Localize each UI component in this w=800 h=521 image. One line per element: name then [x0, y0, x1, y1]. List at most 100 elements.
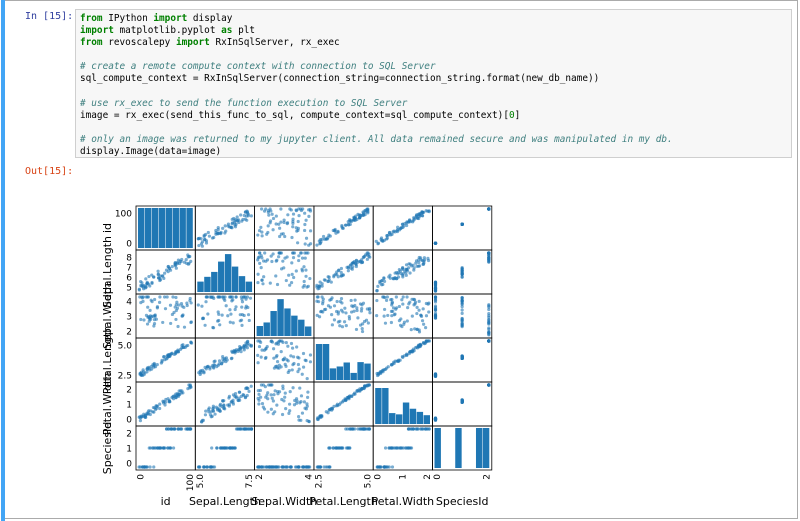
scatter-dot	[317, 465, 321, 469]
code-editor[interactable]: from IPython import display import matplo…	[75, 9, 792, 158]
scatter-dot	[234, 348, 239, 352]
scatter-dot	[265, 232, 269, 236]
scatter-dot	[286, 344, 290, 348]
scatter-dot	[146, 305, 150, 309]
scatter-dot	[261, 383, 266, 387]
scatter-dot	[360, 387, 364, 391]
scatter-dot	[326, 304, 331, 308]
scatter-dot	[416, 344, 421, 348]
scatter-dot	[158, 402, 162, 406]
scatter-dot	[207, 410, 211, 414]
scatter-dot	[321, 234, 326, 239]
scatter-dot	[349, 219, 353, 224]
scatter-dot	[427, 310, 431, 314]
scatter-dot	[360, 306, 364, 311]
scatter-dot	[433, 418, 438, 422]
scatter-dot	[419, 314, 424, 318]
scatter-dot	[354, 261, 358, 265]
scatter-dot	[218, 323, 222, 327]
y-tick-label: 3	[126, 313, 132, 323]
scatter-dot	[389, 320, 394, 325]
scatter-dot	[427, 210, 431, 214]
scatter-dot	[266, 410, 270, 414]
scatter-dot	[487, 317, 491, 322]
scatter-dot	[390, 314, 394, 318]
scatter-dot	[405, 267, 409, 272]
scatter-dot	[279, 220, 283, 224]
scatter-dot	[287, 273, 291, 277]
hist-bar	[322, 344, 330, 380]
hist-bar	[270, 311, 277, 336]
scatter-dot	[335, 309, 339, 314]
scatter-dot	[226, 314, 230, 318]
scatter-dot	[299, 394, 304, 398]
scatter-dot	[273, 465, 277, 469]
scatter-dot	[210, 446, 214, 450]
scatter-dot	[230, 222, 234, 226]
scatter-dot	[289, 341, 294, 346]
hist-bar	[224, 254, 232, 292]
scatter-dot	[249, 384, 253, 388]
column-label: Sepal.Length	[189, 495, 261, 508]
x-tick-label: 4	[304, 474, 314, 480]
scatter-dot	[421, 341, 426, 345]
scatter-dot	[238, 319, 242, 323]
scatter-dot	[167, 354, 171, 358]
scatter-dot	[187, 255, 191, 259]
hist-bar	[482, 428, 490, 468]
scatter-dot	[176, 392, 180, 396]
scatter-dot	[375, 314, 379, 318]
scatter-dot	[307, 208, 311, 212]
scatter-dot	[265, 258, 270, 262]
row-label: id	[101, 223, 114, 233]
scatter-dot	[355, 306, 359, 310]
scatter-dot	[175, 300, 179, 304]
scatter-dot	[360, 327, 364, 331]
scatter-dot	[367, 383, 371, 387]
scatter-dot	[270, 212, 274, 216]
code-token: plt	[232, 25, 255, 37]
x-tick-label: 5.0	[364, 474, 374, 489]
scatter-dot	[358, 215, 362, 220]
scatter-dot	[287, 402, 292, 406]
scatter-dot	[240, 300, 245, 304]
scatter-dot	[234, 295, 238, 299]
scatter-dot	[332, 318, 337, 322]
scatter-dot	[330, 323, 334, 327]
hist-bar	[402, 402, 410, 424]
scatter-dot	[296, 355, 300, 359]
scatter-dot	[234, 427, 239, 431]
scatter-dot	[328, 407, 332, 412]
scatter-dot	[304, 274, 308, 278]
scatter-dot	[153, 446, 158, 450]
hist-bar	[277, 299, 284, 336]
scatter-dot	[460, 222, 464, 226]
scatter-dot	[291, 386, 295, 390]
scatter-dot	[411, 220, 415, 224]
scatter-dot	[277, 222, 281, 226]
hist-bar	[165, 208, 173, 248]
scatter-dot	[304, 359, 308, 363]
scatter-dot	[460, 308, 464, 312]
scatter-dot	[243, 217, 247, 221]
scatter-dot	[398, 269, 402, 273]
code-token: ]	[514, 109, 521, 121]
scatter-dot	[334, 446, 338, 450]
scatter-dot	[404, 271, 408, 275]
scatter-dot	[186, 387, 190, 391]
scatter-dot	[289, 354, 293, 358]
scatter-dot	[303, 242, 307, 246]
scatter-dot	[397, 228, 402, 232]
scatter-dot	[202, 465, 206, 469]
scatter-dot	[346, 269, 350, 273]
scatter-dot	[367, 427, 372, 431]
scatter-dot	[240, 323, 244, 327]
scatter-dot	[139, 317, 143, 322]
scatter-dot	[487, 312, 491, 316]
code-token: from	[80, 37, 103, 49]
scatter-dot	[306, 395, 310, 399]
scatter-dot	[179, 260, 183, 264]
scatter-dot	[145, 282, 149, 286]
scatter-dot	[238, 313, 242, 317]
scatter-dot	[259, 253, 263, 258]
